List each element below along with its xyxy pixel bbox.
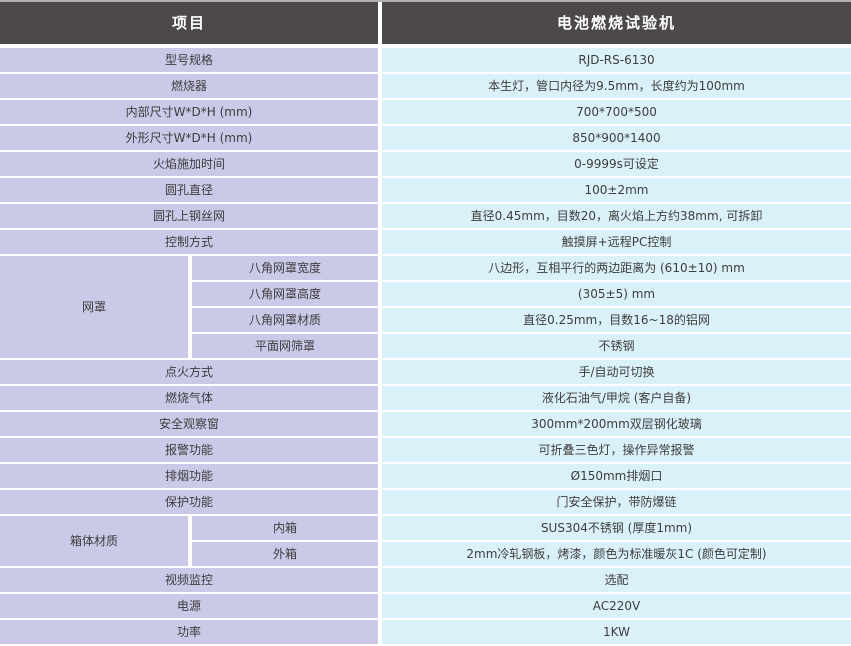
header-product-column: 电池燃烧试验机: [382, 2, 851, 44]
spec-sublabel: 内箱: [192, 516, 378, 540]
spec-value: 2mm冷轧钢板，烤漆，颜色为标准暖灰1C (颜色可定制): [382, 542, 851, 566]
spec-value: SUS304不锈钢 (厚度1mm): [382, 516, 851, 540]
spec-label: 排烟功能: [0, 464, 378, 488]
spec-label: 安全观察窗: [0, 412, 378, 436]
spec-label: 点火方式: [0, 360, 378, 384]
spec-value: 300mm*200mm双层钢化玻璃: [382, 412, 851, 436]
spec-label: 电源: [0, 594, 378, 618]
spec-label: 火焰施加时间: [0, 152, 378, 176]
spec-value: 700*700*500: [382, 100, 851, 124]
table-row-model: 型号规格 RJD-RS-6130: [0, 48, 851, 72]
spec-value: (305±5) mm: [382, 282, 851, 306]
table-row-outer-size: 外形尺寸W*D*H (mm) 850*900*1400: [0, 126, 851, 150]
table-row-video-monitor: 视频监控 选配: [0, 568, 851, 592]
header-item-column: 项目: [0, 2, 378, 44]
spec-sublabel: 八角网罩高度: [192, 282, 378, 306]
spec-value: 可折叠三色灯，操作异常报警: [382, 438, 851, 462]
spec-label: 圆孔直径: [0, 178, 378, 202]
group-label-mesh-cover: 网罩: [0, 256, 188, 358]
group-label-cabinet-material: 箱体材质: [0, 516, 188, 566]
table-row-inner-box: 内箱 SUS304不锈钢 (厚度1mm): [192, 516, 851, 540]
spec-label: 功率: [0, 620, 378, 644]
spec-value: 100±2mm: [382, 178, 851, 202]
spec-label: 内部尺寸W*D*H (mm): [0, 100, 378, 124]
spec-sublabel: 八角网罩材质: [192, 308, 378, 332]
table-body: 型号规格 RJD-RS-6130 燃烧器 本生灯，管口内径为9.5mm，长度约为…: [0, 48, 851, 644]
spec-value: 直径0.45mm，目数20，离火焰上方约38mm, 可拆卸: [382, 204, 851, 228]
spec-value: Ø150mm排烟口: [382, 464, 851, 488]
spec-label: 燃烧气体: [0, 386, 378, 410]
spec-value: 不锈钢: [382, 334, 851, 358]
spec-value: 直径0.25mm，目数16~18的铝网: [382, 308, 851, 332]
table-row-octagon-material: 八角网罩材质 直径0.25mm，目数16~18的铝网: [192, 308, 851, 332]
table-row-control-mode: 控制方式 触摸屏+远程PC控制: [0, 230, 851, 254]
table-row-octagon-width: 八角网罩宽度 八边形，互相平行的两边距离为 (610±10) mm: [192, 256, 851, 280]
spec-sublabel: 八角网罩宽度: [192, 256, 378, 280]
table-row-burner: 燃烧器 本生灯，管口内径为9.5mm，长度约为100mm: [0, 74, 851, 98]
table-row-protection: 保护功能 门安全保护，带防爆链: [0, 490, 851, 514]
spec-value: 八边形，互相平行的两边距离为 (610±10) mm: [382, 256, 851, 280]
spec-value: 本生灯，管口内径为9.5mm，长度约为100mm: [382, 74, 851, 98]
spec-label: 型号规格: [0, 48, 378, 72]
table-row-observation-window: 安全观察窗 300mm*200mm双层钢化玻璃: [0, 412, 851, 436]
table-row-ignition: 点火方式 手/自动可切换: [0, 360, 851, 384]
table-row-gas: 燃烧气体 液化石油气/甲烷 (客户自备): [0, 386, 851, 410]
table-row-outer-box: 外箱 2mm冷轧钢板，烤漆，颜色为标准暖灰1C (颜色可定制): [192, 542, 851, 566]
spec-value: 1KW: [382, 620, 851, 644]
spec-label: 外形尺寸W*D*H (mm): [0, 126, 378, 150]
table-row-inner-size: 内部尺寸W*D*H (mm) 700*700*500: [0, 100, 851, 124]
table-row-smoke-exhaust: 排烟功能 Ø150mm排烟口: [0, 464, 851, 488]
group-rows-mesh-cover: 八角网罩宽度 八边形，互相平行的两边距离为 (610±10) mm 八角网罩高度…: [192, 256, 851, 358]
spec-label: 控制方式: [0, 230, 378, 254]
spec-label: 保护功能: [0, 490, 378, 514]
spec-label: 燃烧器: [0, 74, 378, 98]
spec-label: 圆孔上钢丝网: [0, 204, 378, 228]
spec-value: AC220V: [382, 594, 851, 618]
table-row-flat-screen: 平面网筛罩 不锈钢: [192, 334, 851, 358]
spec-value: 液化石油气/甲烷 (客户自备): [382, 386, 851, 410]
table-row-octagon-height: 八角网罩高度 (305±5) mm: [192, 282, 851, 306]
table-row-flame-time: 火焰施加时间 0-9999s可设定: [0, 152, 851, 176]
spec-value: 手/自动可切换: [382, 360, 851, 384]
spec-value: RJD-RS-6130: [382, 48, 851, 72]
table-group-mesh-cover: 网罩 八角网罩宽度 八边形，互相平行的两边距离为 (610±10) mm 八角网…: [0, 256, 851, 358]
table-row-power-rating: 功率 1KW: [0, 620, 851, 644]
table-header-row: 项目 电池燃烧试验机: [0, 2, 851, 44]
table-row-power-supply: 电源 AC220V: [0, 594, 851, 618]
spec-value: 0-9999s可设定: [382, 152, 851, 176]
table-group-cabinet-material: 箱体材质 内箱 SUS304不锈钢 (厚度1mm) 外箱 2mm冷轧钢板，烤漆，…: [0, 516, 851, 566]
table-row-wire-mesh: 圆孔上钢丝网 直径0.45mm，目数20，离火焰上方约38mm, 可拆卸: [0, 204, 851, 228]
spec-sublabel: 外箱: [192, 542, 378, 566]
group-rows-cabinet-material: 内箱 SUS304不锈钢 (厚度1mm) 外箱 2mm冷轧钢板，烤漆，颜色为标准…: [192, 516, 851, 566]
spec-value: 选配: [382, 568, 851, 592]
table-row-hole-diameter: 圆孔直径 100±2mm: [0, 178, 851, 202]
spec-label: 视频监控: [0, 568, 378, 592]
spec-label: 报警功能: [0, 438, 378, 462]
spec-value: 触摸屏+远程PC控制: [382, 230, 851, 254]
spec-sublabel: 平面网筛罩: [192, 334, 378, 358]
table-row-alarm: 报警功能 可折叠三色灯，操作异常报警: [0, 438, 851, 462]
spec-value: 850*900*1400: [382, 126, 851, 150]
spec-value: 门安全保护，带防爆链: [382, 490, 851, 514]
